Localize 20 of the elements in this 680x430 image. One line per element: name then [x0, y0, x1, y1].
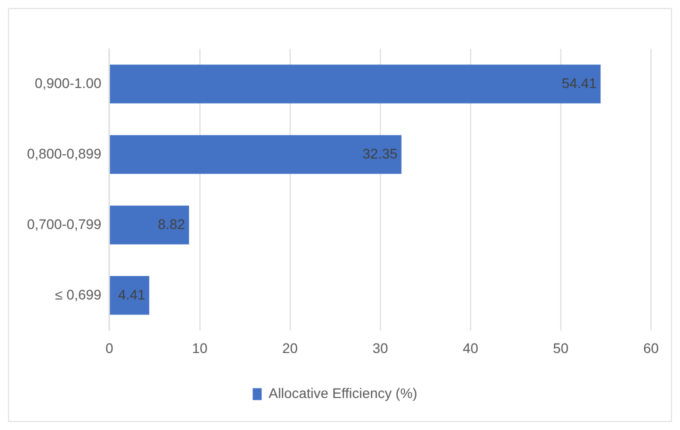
data-label: 4.41: [118, 286, 146, 302]
data-label: 8.82: [158, 216, 186, 232]
x-tick-label: 10: [192, 340, 208, 356]
bar: [110, 206, 190, 244]
x-tick-label: 60: [643, 340, 660, 356]
x-tick-label: 20: [282, 340, 298, 356]
y-tick-label: ≤ 0,699: [55, 286, 102, 302]
x-tick-label: 40: [462, 340, 479, 356]
x-tick-label: 50: [553, 340, 569, 356]
x-tick-label: 0: [106, 340, 114, 356]
legend-label: Allocative Efficiency (%): [268, 384, 418, 401]
x-tick-label: 30: [372, 340, 388, 356]
bar: [110, 135, 402, 174]
y-tick-label: 0,700-0,799: [26, 216, 102, 232]
data-label: 32.35: [362, 145, 398, 162]
data-label: 54.41: [562, 74, 597, 91]
y-tick-label: 0,900-1.00: [34, 74, 102, 91]
bar: [110, 64, 601, 104]
bar: [110, 276, 150, 315]
y-tick-label: 0,800-0,899: [26, 145, 102, 162]
